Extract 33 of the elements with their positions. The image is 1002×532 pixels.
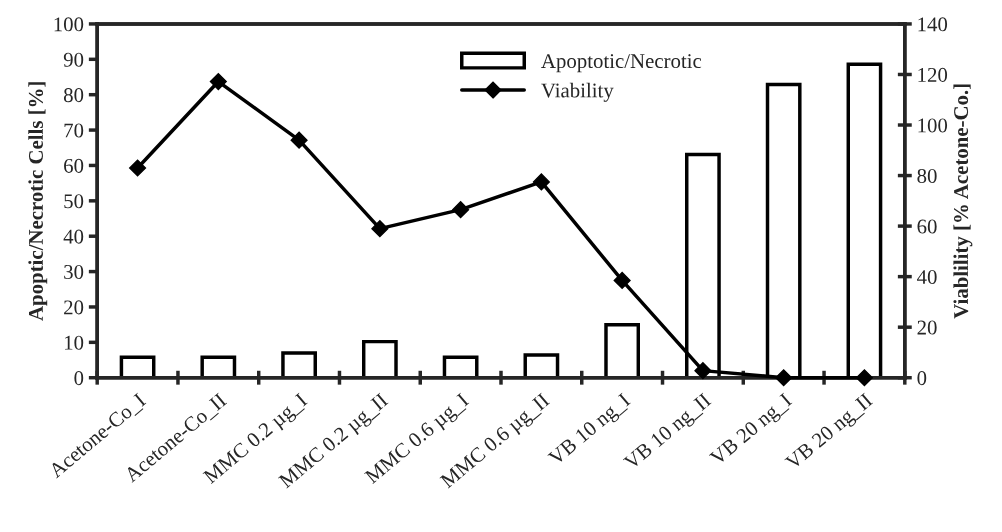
point — [209, 73, 227, 91]
point — [290, 131, 308, 149]
y-tick-label: 30 — [64, 264, 84, 280]
point — [855, 369, 873, 387]
y-tick-label: 50 — [64, 194, 84, 209]
y2-tick-label: 140 — [918, 17, 948, 32]
point — [129, 159, 147, 177]
point — [532, 173, 550, 191]
y2-tick-label: 40 — [917, 270, 937, 285]
legend-label: Viability — [541, 82, 614, 102]
y-tick-label: 80 — [63, 88, 84, 103]
legend-label: Apoptotic/Necrotic — [541, 54, 702, 73]
y2-tick-label: 20 — [917, 320, 937, 335]
y-tick-label: 10 — [65, 335, 84, 350]
y2-tick-label: 0 — [917, 371, 927, 386]
point — [775, 369, 793, 387]
y-tick-label: 40 — [63, 229, 84, 244]
y-tick-label: 20 — [64, 300, 84, 315]
y-tick-label: 70 — [64, 123, 84, 138]
y-tick-label: 100 — [54, 17, 84, 32]
y-tick-label: 60 — [64, 158, 84, 173]
y2-tick-label: 80 — [917, 168, 937, 183]
point — [694, 362, 712, 380]
y2-axis-title: Viablility [% Acetone-Co.] — [953, 84, 973, 319]
y-tick-label: 90 — [63, 52, 84, 67]
y2-tick-label: 60 — [917, 219, 937, 234]
y2-tick-label: 100 — [918, 118, 948, 133]
y-tick-label: 0 — [74, 371, 84, 386]
point — [371, 220, 389, 238]
y-axis-title: Apoptic/Necrotic Cells [%] — [28, 82, 48, 321]
point — [613, 271, 631, 289]
y2-tick-label: 120 — [918, 67, 948, 82]
point — [452, 201, 470, 219]
